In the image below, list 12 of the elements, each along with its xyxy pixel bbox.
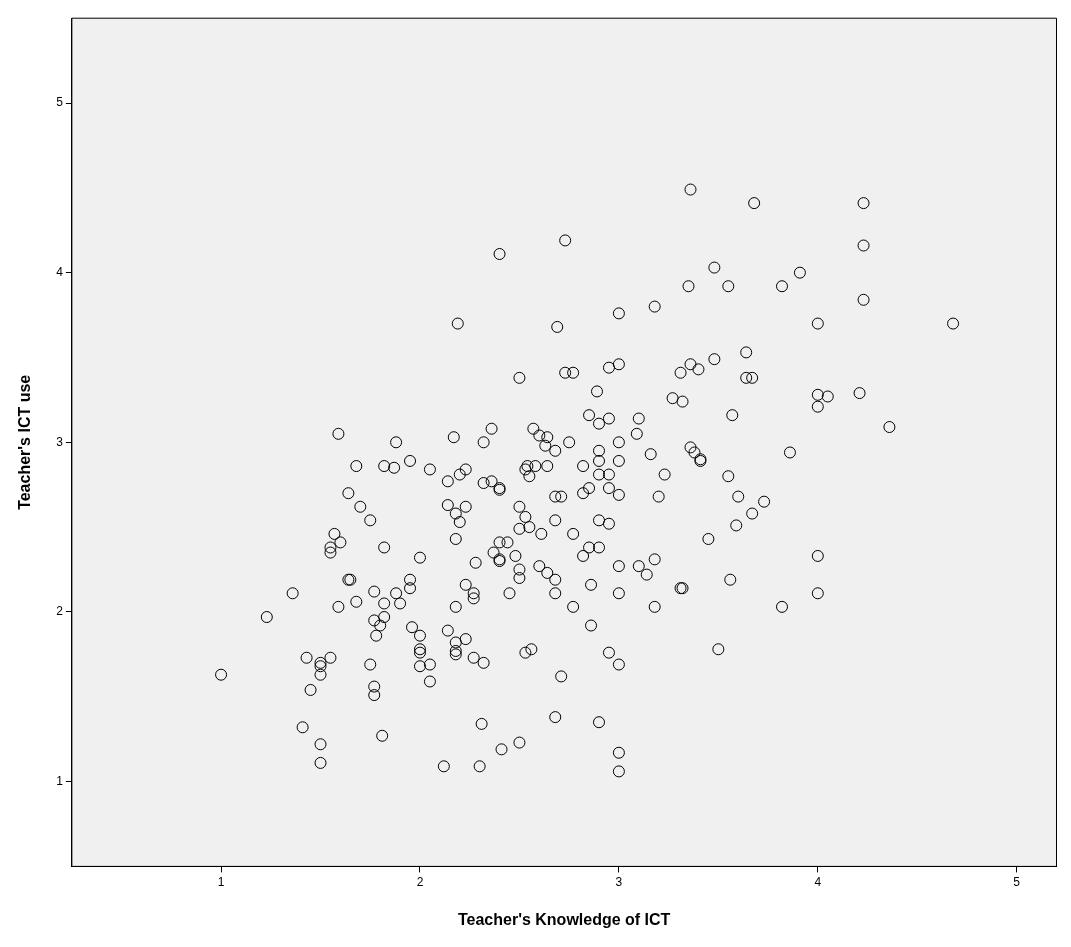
x-tick-label: 5	[1013, 874, 1021, 889]
x-tick-label: 1	[217, 874, 225, 889]
x-tick-label: 2	[416, 874, 424, 889]
y-tick-label: 1	[56, 773, 64, 788]
y-tick-label: 3	[56, 434, 64, 449]
y-axis-title: Teacher's ICT use	[16, 374, 34, 510]
x-tick-label: 3	[615, 874, 623, 889]
x-tick-label: 4	[814, 874, 822, 889]
y-tick-label: 4	[56, 264, 64, 279]
y-tick-label: 2	[56, 604, 64, 619]
y-tick-label: 5	[56, 95, 64, 110]
x-axis-title: Teacher's Knowledge of ICT	[457, 910, 671, 928]
